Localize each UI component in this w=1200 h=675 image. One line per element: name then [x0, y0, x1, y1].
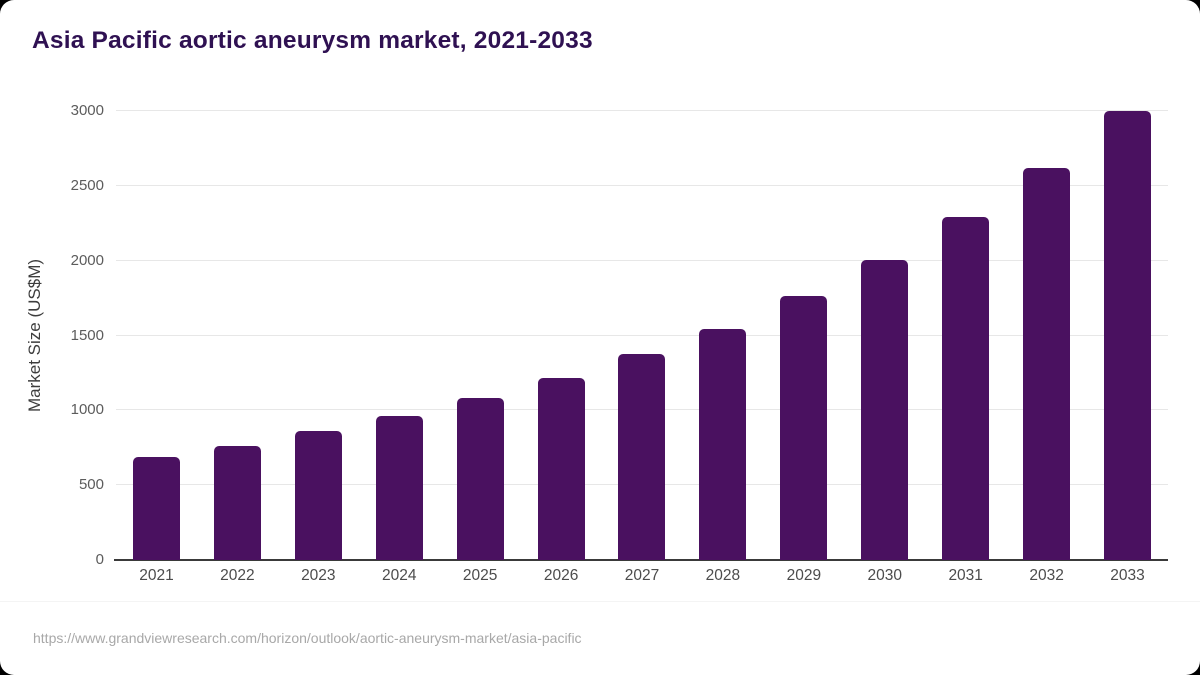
x-tick-label: 2024 [381, 567, 417, 584]
bar-2028 [699, 328, 747, 560]
bar-slot [1006, 111, 1087, 560]
y-tick-label: 2500 [70, 176, 104, 194]
source-url: https://www.grandviewresearch.com/horizo… [33, 630, 582, 646]
x-tick-label: 2033 [1110, 567, 1145, 584]
bar-2021 [132, 457, 180, 560]
bars-container [116, 111, 1168, 560]
bar-2030 [861, 259, 909, 560]
bar-slot [925, 111, 1006, 560]
bar-slot [844, 111, 925, 560]
y-tick-label: 0 [95, 551, 104, 568]
x-tick-label: 2032 [1029, 567, 1064, 584]
bar-2031 [942, 217, 990, 560]
bar-2029 [780, 295, 828, 560]
x-axis-line [114, 559, 1168, 561]
gridline [116, 334, 1168, 336]
x-tick-label: 2026 [543, 567, 579, 584]
y-tick-label: 1000 [70, 401, 104, 419]
chart-title: Asia Pacific aortic aneurysm market, 202… [32, 27, 593, 54]
x-tick-label: 2025 [462, 567, 498, 584]
bar-2027 [618, 354, 666, 560]
x-tick-label: 2022 [220, 567, 255, 584]
bar-slot [763, 111, 844, 560]
x-tick-label: 2031 [948, 567, 983, 584]
y-axis: 0 500 1000 1500 2000 2500 3000 [0, 103, 104, 568]
bar-2026 [537, 378, 585, 560]
x-tick-label: 2029 [786, 567, 822, 584]
bar-2022 [213, 445, 261, 560]
gridline [116, 184, 1168, 186]
x-tick-label: 2023 [301, 567, 336, 584]
bar-slot [197, 111, 278, 560]
plot-area [114, 110, 1168, 561]
gridline [116, 259, 1168, 261]
x-axis-labels: 2021 2022 2023 2024 2025 2026 2027 2028 2029 2030… [116, 567, 1168, 585]
footer-divider [0, 601, 1200, 602]
gridline [116, 110, 1168, 111]
bar-slot [1087, 111, 1168, 560]
x-tick-label: 2028 [705, 567, 741, 584]
bar-slot [602, 111, 683, 560]
bar-slot [682, 111, 763, 560]
bar-2024 [375, 416, 423, 560]
bar-slot [116, 111, 197, 560]
bar-2032 [1023, 167, 1071, 560]
x-tick-label: 2027 [624, 567, 660, 584]
bar-2023 [294, 431, 342, 560]
y-tick-label: 500 [78, 476, 104, 494]
y-tick-label: 1500 [70, 326, 104, 344]
bar-slot [521, 111, 602, 560]
y-tick-label: 3000 [70, 102, 104, 119]
y-tick-label: 2000 [70, 251, 104, 269]
bar-slot [359, 111, 440, 560]
x-tick-label: 2030 [867, 567, 902, 584]
bar-slot [440, 111, 521, 560]
bar-2033 [1104, 111, 1152, 560]
x-tick-label: 2021 [139, 567, 174, 584]
bar-2025 [456, 398, 504, 560]
bar-slot [278, 111, 359, 560]
